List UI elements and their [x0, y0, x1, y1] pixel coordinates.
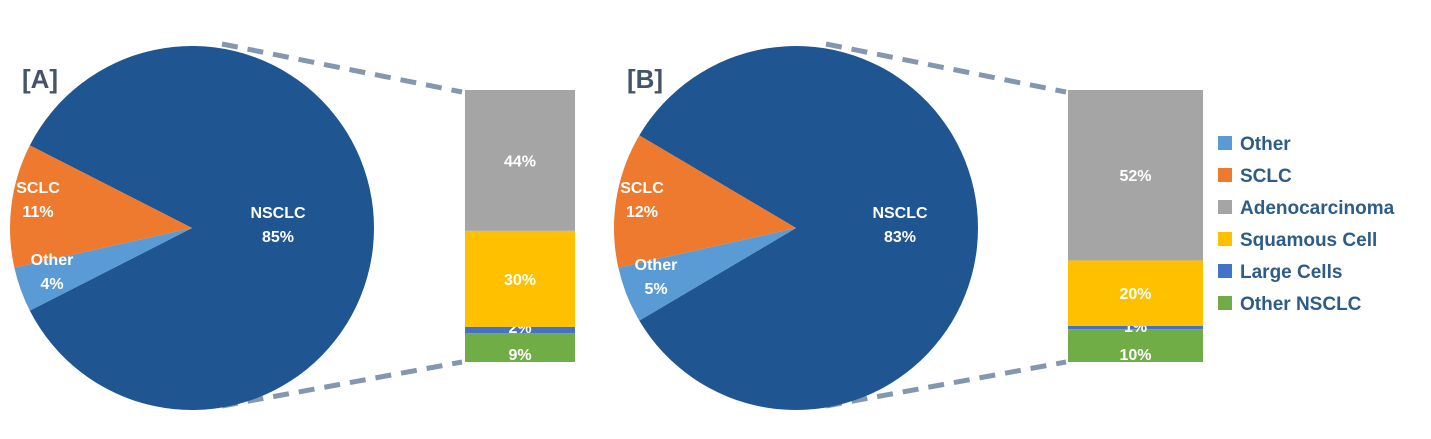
- pie-slice-nsclc: [29, 46, 374, 410]
- bar-label-other-nsclc: 10%: [1119, 347, 1151, 364]
- bar-label-squamous-cell: 20%: [1119, 286, 1151, 303]
- legend-item-label: Other NSCLC: [1240, 294, 1362, 315]
- connector-line: [221, 359, 463, 409]
- bar-label-other-nsclc: 9%: [508, 347, 531, 364]
- pie-label-sclc: SCLC: [16, 180, 60, 197]
- pie-value-other: 4%: [40, 276, 63, 293]
- panel-label: [A]: [22, 64, 58, 94]
- bar-segment-adenocarcinoma: [1068, 90, 1203, 261]
- bar-segment-large-cells: [465, 326, 575, 334]
- legend-swatch: [1218, 296, 1232, 310]
- legend-item-label: Large Cells: [1240, 262, 1342, 283]
- pie-slice-other: [14, 228, 193, 311]
- pie-label-other: Other: [635, 257, 678, 274]
- pie-chart: [10, 46, 374, 410]
- pie-value-sclc: 11%: [22, 204, 53, 221]
- pie-label-sclc: SCLC: [620, 180, 664, 197]
- legend-swatch: [1218, 232, 1232, 246]
- bar-label-adenocarcinoma: 44%: [504, 153, 536, 170]
- connector-line: [825, 41, 1067, 95]
- pie-label-other: Other: [31, 252, 74, 269]
- bar-segment-large-cells: [1068, 325, 1203, 330]
- pie-label-nsclc: NSCLC: [250, 205, 306, 222]
- pie-value-sclc: 12%: [626, 204, 658, 221]
- pie-slice-sclc: [614, 135, 796, 268]
- legend-item-label: Other: [1240, 134, 1291, 155]
- legend-item-label: Adenocarcinoma: [1240, 198, 1395, 219]
- bar-segment-adenocarcinoma: [465, 90, 575, 231]
- bar-label-adenocarcinoma: 52%: [1119, 168, 1151, 185]
- pie-value-other: 5%: [644, 281, 667, 298]
- bar-segment-other-nsclc: [465, 333, 575, 362]
- legend-swatch: [1218, 168, 1232, 182]
- pie-value-nsclc: 85%: [262, 229, 294, 246]
- pie-chart: [614, 46, 979, 411]
- legend-item-label: SCLC: [1240, 166, 1292, 187]
- pie-label-nsclc: NSCLC: [872, 205, 928, 222]
- connector-line: [825, 359, 1067, 409]
- bar-segment-other-nsclc: [1068, 329, 1203, 362]
- stacked-bar: 10%1%20%52%: [1068, 90, 1203, 364]
- pie-value-nsclc: 83%: [884, 229, 916, 246]
- pie-slice-nsclc: [639, 46, 979, 411]
- legend-swatch: [1218, 136, 1232, 150]
- bar-label-squamous-cell: 30%: [504, 272, 536, 289]
- bar-segment-squamous-cell: [1068, 260, 1203, 326]
- pie-slice-other: [618, 228, 796, 321]
- legend: Other SCLC Adenocarcinoma Squamous Cell Larg…: [1218, 134, 1395, 315]
- connector-line: [221, 41, 463, 95]
- stacked-bar: 9%2%30%44%: [465, 90, 575, 364]
- pie-slice-sclc: [10, 145, 193, 268]
- legend-swatch: [1218, 200, 1232, 214]
- panel-label: [B]: [627, 64, 663, 94]
- legend-item-label: Squamous Cell: [1240, 230, 1377, 251]
- legend-swatch: [1218, 264, 1232, 278]
- bar-segment-squamous-cell: [465, 230, 575, 327]
